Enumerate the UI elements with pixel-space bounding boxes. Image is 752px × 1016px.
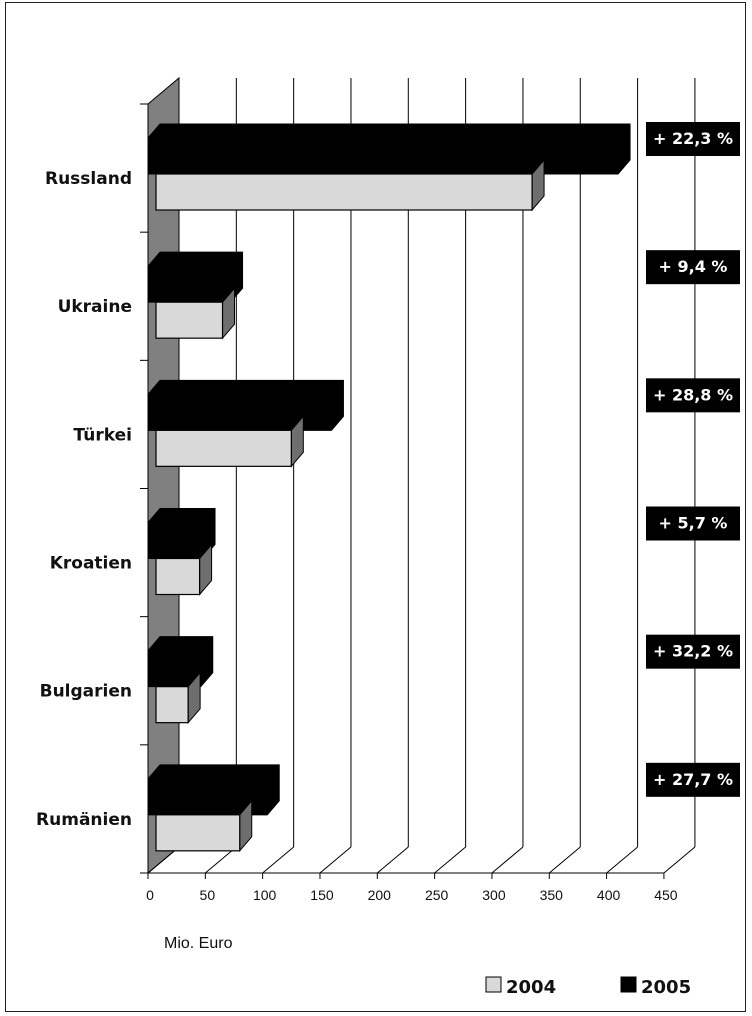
bar-2004-rumanien — [155, 814, 241, 852]
x-tick-label: 300 — [482, 887, 506, 903]
bar-2005-kroatien — [147, 508, 216, 559]
category-label-rumanien: Rumänien — [36, 810, 132, 830]
category-label-bulgarien: Bulgarien — [40, 682, 132, 702]
legend-label-2005: 2005 — [641, 977, 691, 998]
bar-2005-rumanien — [147, 764, 280, 816]
category-label-kroatien: Kroatien — [50, 554, 132, 574]
x-tick-label: 50 — [200, 887, 216, 903]
legend: 2004 2005 — [485, 976, 691, 998]
floor-gridline — [262, 846, 294, 874]
change-label-rumanien: + 27,7 % — [653, 770, 733, 789]
category-axis — [140, 103, 664, 874]
x-tick-label: 400 — [597, 887, 621, 903]
change-badge-kroatien — [646, 506, 740, 541]
floor-gridline — [548, 846, 581, 874]
change-badge-turkei — [646, 378, 740, 413]
x-tick-label: 0 — [146, 887, 154, 903]
x-tick-label: 100 — [253, 887, 277, 903]
floor-gridline — [606, 846, 638, 874]
change-badge-bulgarien — [646, 634, 740, 669]
bar-2005-ukraine — [147, 251, 244, 303]
x-axis-label: Mio. Euro — [164, 935, 233, 952]
bar-2005-turkei — [147, 379, 344, 431]
change-label-kroatien: + 5,7 % — [659, 514, 728, 533]
category-label-turkei: Türkei — [73, 425, 132, 445]
change-badge-rumanien — [646, 762, 740, 797]
category-label-russland: Russland — [45, 169, 132, 189]
change-label-bulgarien: + 32,2 % — [653, 642, 733, 661]
bar-2004-bulgarien — [155, 686, 189, 724]
bar-2004-russland — [155, 173, 533, 211]
change-badges: + 22,3 % + 9,4 % + 28,8 % + 5,7 % + 32,2 % + … — [646, 122, 740, 797]
floor-gridline — [319, 846, 352, 874]
floor-gridline — [376, 846, 409, 874]
category-labels: Russland Ukraine Türkei Kroatien Bulgarien Ru… — [36, 169, 132, 830]
bar-2004-ukraine — [155, 301, 224, 339]
change-badge-ukraine — [646, 250, 740, 285]
x-tick-label: 200 — [368, 887, 392, 903]
category-label-ukraine: Ukraine — [58, 297, 132, 317]
change-label-turkei: + 28,8 % — [653, 385, 733, 404]
floor-gridline — [434, 846, 466, 874]
change-label-russland: + 22,3 % — [653, 129, 733, 148]
bar-2004-turkei — [155, 429, 292, 467]
legend-swatch-2005 — [620, 976, 637, 993]
x-tick-labels: 0 50 100 150 200 250 300 350 400 450 — [146, 887, 678, 903]
x-tick-label: 450 — [654, 887, 678, 903]
floor-gridline — [663, 846, 696, 874]
bar-2004-kroatien — [155, 557, 201, 596]
change-label-ukraine: + 9,4 % — [659, 257, 728, 276]
bars — [147, 123, 631, 853]
change-badge-russland — [646, 122, 740, 156]
x-tick-label: 250 — [425, 887, 449, 903]
legend-swatch-2004 — [485, 976, 502, 993]
x-tick-label: 350 — [540, 887, 564, 903]
legend-label-2004: 2004 — [506, 977, 556, 998]
x-tick-label: 150 — [310, 887, 334, 903]
bar-2005-russland — [147, 123, 631, 175]
floor-gridline — [491, 846, 524, 874]
bar-2005-bulgarien — [147, 636, 214, 688]
